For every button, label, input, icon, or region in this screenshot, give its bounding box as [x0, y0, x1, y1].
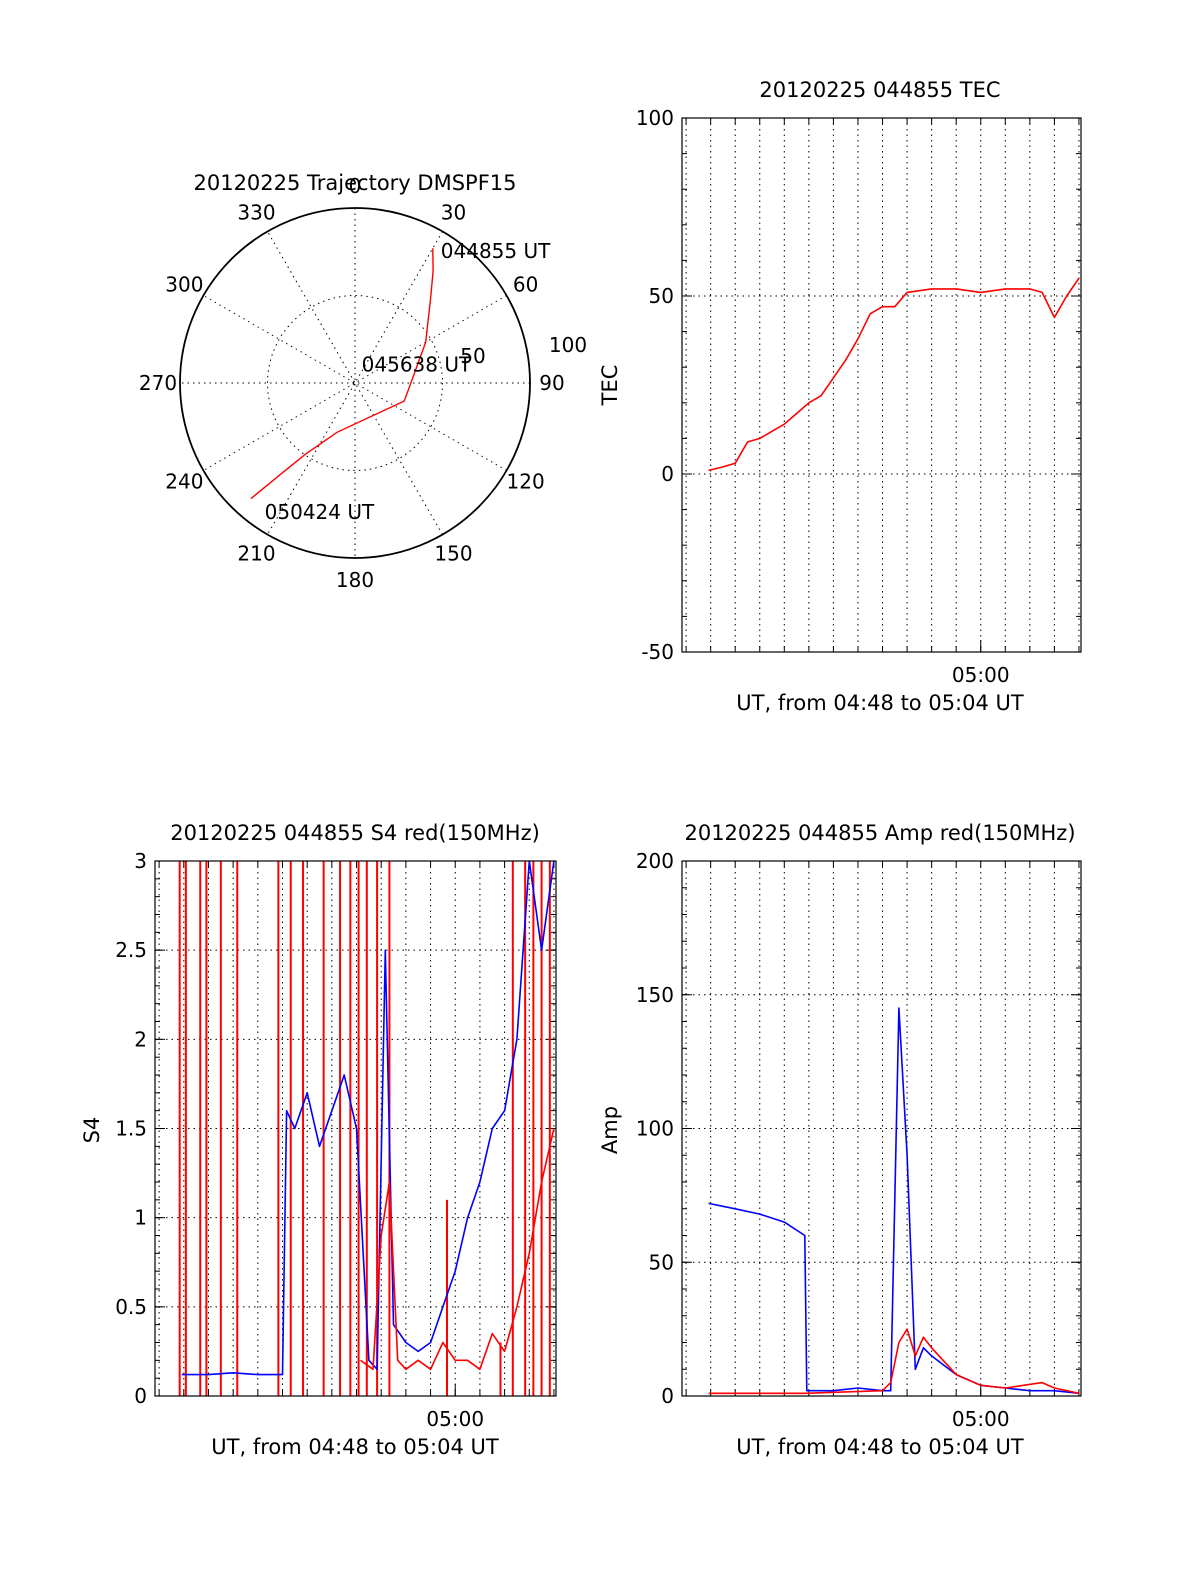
tec-title: 20120225 044855 TEC	[759, 78, 1000, 102]
polar-azimuth-label: 90	[539, 371, 564, 395]
polar-azimuth-label: 0	[349, 174, 362, 198]
amp-y-tick-label: 50	[649, 1250, 674, 1274]
tec-plot-area: -50 0 50 100 05:00	[636, 106, 1082, 687]
s4-y-axis-label: S4	[80, 1117, 104, 1144]
s4-y-tick-label: 0.5	[115, 1295, 147, 1319]
amp-y-tick-label: 100	[636, 1117, 674, 1141]
tec-axes-frame	[681, 117, 1082, 653]
polar-time-annotation: 045638 UT	[362, 353, 472, 377]
polar-grid-spoke	[203, 295, 507, 471]
s4-y-tick-label: 1.5	[115, 1117, 147, 1141]
polar-time-annotation: 044855 UT	[441, 239, 551, 263]
amp-y-tick-label: 200	[636, 849, 674, 873]
polar-trajectory-series	[250, 248, 434, 500]
s4-axes-frame	[154, 860, 557, 1397]
amp-axes-frame	[681, 860, 1082, 1397]
tec-x-axis-label: UT, from 04:48 to 05:04 UT	[736, 691, 1024, 715]
tec-series-line	[708, 277, 1080, 472]
s4-x-tick-label: 05:00	[426, 1407, 484, 1431]
polar-azimuth-label: 60	[513, 273, 538, 297]
amp-series-line	[708, 1328, 1080, 1395]
s4-y-tick-label: 2	[134, 1027, 147, 1051]
s4-title: 20120225 044855 S4 red(150MHz)	[170, 821, 540, 845]
s4-x-axis-label: UT, from 04:48 to 05:04 UT	[211, 1435, 499, 1459]
amp-panel: 20120225 044855 Amp red(150MHz) 0 50 100 15…	[598, 821, 1082, 1459]
polar-radial-labels: 50 100	[460, 333, 587, 368]
s4-panel: 20120225 044855 S4 red(150MHz) 0 0.5 1 1.5 2…	[80, 821, 557, 1459]
s4-y-tick-label: 3	[134, 849, 147, 873]
tec-y-tick-label: -50	[641, 640, 674, 664]
s4-plot-area: 0 0.5 1 1.5 2 2.5 3 05:00	[115, 849, 557, 1431]
polar-time-annotation: 050424 UT	[265, 500, 375, 524]
polar-annotations: 044855 UT 045638 UT 050424 UT	[265, 239, 551, 524]
polar-radial-label: 100	[549, 333, 587, 357]
tec-y-axis-label: TEC	[598, 365, 622, 407]
polar-azimuth-label: 240	[165, 470, 203, 494]
polar-radial-label: 50	[460, 344, 485, 368]
tec-x-tick-label: 05:00	[952, 663, 1010, 687]
amp-y-axis-label: Amp	[598, 1106, 622, 1154]
polar-grid-spoke	[267, 231, 443, 535]
polar-azimuth-label: 210	[237, 542, 275, 566]
amp-series-line	[708, 1007, 1080, 1395]
polar-title: 20120225 Trajectory DMSPF15	[193, 171, 516, 195]
polar-grid-spoke	[267, 231, 443, 535]
s4-series-line	[181, 860, 555, 1376]
polar-azimuth-label: 270	[139, 371, 177, 395]
amp-title: 20120225 044855 Amp red(150MHz)	[684, 821, 1075, 845]
tec-y-tick-label: 50	[649, 284, 674, 308]
polar-azimuth-label: 330	[237, 200, 275, 224]
polar-azimuth-label: 180	[336, 568, 374, 592]
tec-y-tick-label: 0	[661, 462, 674, 486]
polar-grid-circle	[267, 295, 443, 471]
polar-azimuth-label: 150	[434, 542, 472, 566]
s4-y-tick-label: 1	[134, 1206, 147, 1230]
polar-trajectory-line	[250, 248, 434, 500]
polar-panel: 20120225 Trajectory DMSPF15 0 30 60 90 120 15…	[139, 171, 587, 592]
amp-y-tick-label: 0	[661, 1384, 674, 1408]
tec-panel: 20120225 044855 TEC -50 0 50 100 05:00 UT, f…	[598, 78, 1082, 715]
amp-x-axis-label: UT, from 04:48 to 05:04 UT	[736, 1435, 1024, 1459]
amp-y-tick-label: 150	[636, 983, 674, 1007]
tec-y-tick-label: 100	[636, 106, 674, 130]
s4-series-line	[360, 1128, 555, 1371]
polar-grid-spoke	[203, 295, 507, 471]
amp-x-tick-label: 05:00	[952, 1407, 1010, 1431]
polar-azimuth-label: 30	[441, 200, 466, 224]
s4-y-tick-label: 2.5	[115, 938, 147, 962]
polar-azimuth-label: 120	[507, 470, 545, 494]
polar-azimuth-labels: 0 30 60 90 120 150 180 210 240 270 300 330	[139, 174, 565, 592]
polar-azimuth-label: 300	[165, 273, 203, 297]
amp-plot-area: 0 50 100 150 200 05:00	[636, 849, 1082, 1431]
s4-y-tick-label: 0	[134, 1384, 147, 1408]
polar-grid	[180, 208, 530, 558]
